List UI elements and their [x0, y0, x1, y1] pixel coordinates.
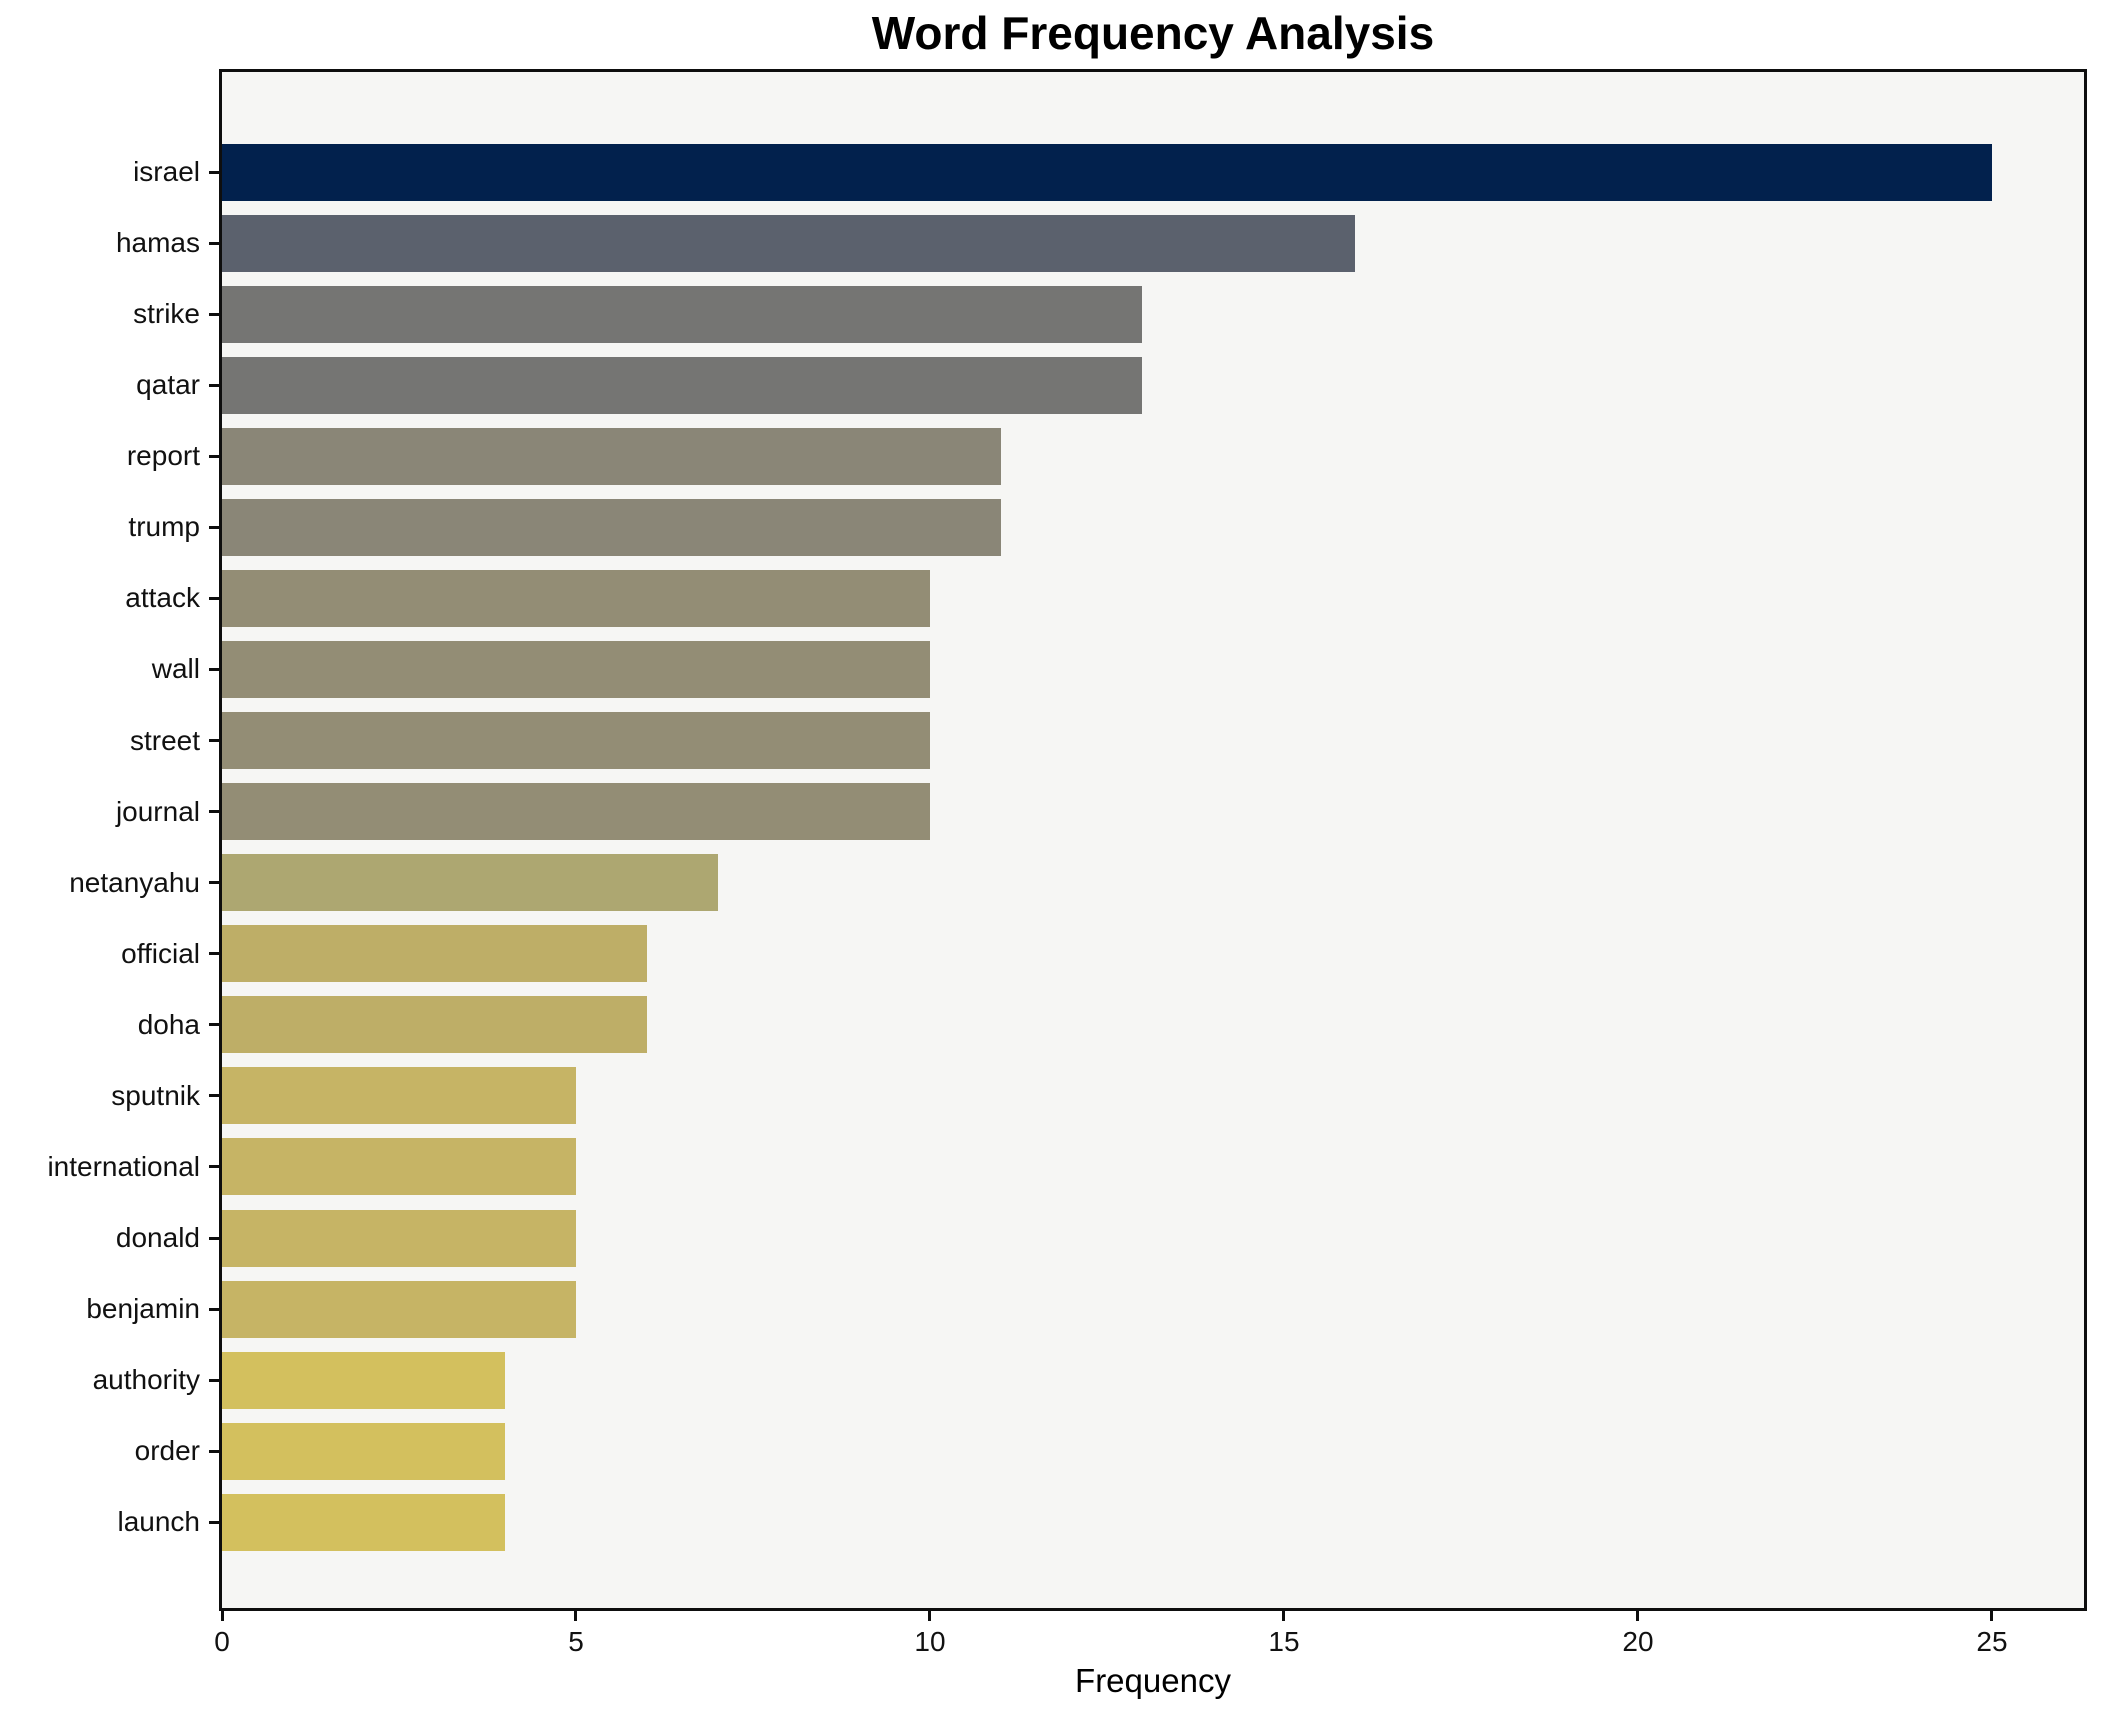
- ytick-mark-benjamin: [209, 1307, 222, 1311]
- bar-trump: [222, 498, 1001, 556]
- bar-order: [222, 1422, 506, 1480]
- ytick-label-netanyahu: netanyahu: [69, 866, 200, 898]
- bar-doha: [222, 996, 647, 1054]
- bar-strike: [222, 285, 1143, 343]
- plot-area: [219, 69, 2087, 1611]
- xtick-label-5: 5: [568, 1626, 584, 1657]
- ytick-mark-donald: [209, 1236, 222, 1240]
- x-axis-label: Frequency: [1075, 1662, 1231, 1699]
- bar-authority: [222, 1351, 506, 1409]
- ytick-mark-order: [209, 1449, 222, 1453]
- bar-wall: [222, 640, 930, 698]
- ytick-label-benjamin: benjamin: [86, 1293, 200, 1325]
- xtick-mark-15: [1282, 1608, 1286, 1621]
- ytick-label-israel: israel: [133, 156, 200, 187]
- xtick-label-10: 10: [914, 1626, 946, 1657]
- ytick-label-international: international: [47, 1150, 200, 1182]
- ytick-mark-street: [209, 739, 222, 743]
- xtick-mark-25: [1990, 1608, 1994, 1621]
- chart-title: Word Frequency Analysis: [871, 7, 1435, 59]
- ytick-label-donald: donald: [115, 1222, 200, 1254]
- ytick-mark-authority: [209, 1378, 222, 1382]
- ytick-mark-trump: [209, 525, 222, 529]
- bar-journal: [222, 783, 930, 841]
- ytick-label-wall: wall: [151, 653, 200, 685]
- bar-israel: [222, 143, 1992, 201]
- ytick-mark-hamas: [209, 241, 222, 245]
- bar-netanyahu: [222, 854, 718, 912]
- ytick-label-street: street: [129, 724, 200, 756]
- ytick-mark-wall: [209, 667, 222, 671]
- ytick-mark-netanyahu: [209, 881, 222, 885]
- bar-sputnik: [222, 1067, 576, 1125]
- xtick-label-25: 25: [1976, 1626, 2008, 1657]
- ytick-mark-doha: [209, 1023, 222, 1027]
- ytick-label-trump: trump: [128, 511, 200, 543]
- bar-international: [222, 1138, 576, 1196]
- ytick-mark-qatar: [209, 383, 222, 387]
- ytick-label-order: order: [134, 1435, 200, 1467]
- ytick-label-official: official: [121, 937, 200, 969]
- xtick-mark-5: [574, 1608, 578, 1621]
- ytick-label-attack: attack: [125, 582, 200, 614]
- ytick-label-launch: launch: [117, 1506, 200, 1538]
- xtick-label-0: 0: [214, 1626, 230, 1657]
- bar-qatar: [222, 356, 1143, 414]
- xtick-mark-20: [1636, 1608, 1640, 1621]
- ytick-label-doha: doha: [137, 1008, 200, 1040]
- ytick-mark-israel: [209, 170, 222, 174]
- ytick-mark-strike: [209, 312, 222, 316]
- ytick-mark-official: [209, 952, 222, 956]
- bar-attack: [222, 569, 930, 627]
- bar-launch: [222, 1493, 506, 1551]
- ytick-mark-launch: [209, 1520, 222, 1524]
- bar-donald: [222, 1209, 576, 1267]
- ytick-label-hamas: hamas: [115, 227, 200, 259]
- bar-report: [222, 427, 1001, 485]
- ytick-mark-report: [209, 454, 222, 458]
- xtick-mark-10: [928, 1608, 932, 1621]
- ytick-label-journal: journal: [115, 795, 200, 827]
- xtick-mark-0: [220, 1608, 224, 1621]
- ytick-label-qatar: qatar: [136, 369, 200, 401]
- bar-official: [222, 925, 647, 983]
- ytick-mark-journal: [209, 810, 222, 814]
- ytick-mark-international: [209, 1165, 222, 1169]
- ytick-label-authority: authority: [92, 1364, 200, 1396]
- bar-hamas: [222, 214, 1355, 272]
- xtick-label-15: 15: [1268, 1626, 1300, 1657]
- ytick-label-strike: strike: [133, 298, 200, 330]
- ytick-label-sputnik: sputnik: [111, 1079, 200, 1111]
- ytick-mark-attack: [209, 596, 222, 600]
- bar-street: [222, 712, 930, 770]
- ytick-mark-sputnik: [209, 1094, 222, 1098]
- ytick-label-report: report: [126, 440, 200, 472]
- xtick-label-20: 20: [1622, 1626, 1654, 1657]
- bar-benjamin: [222, 1280, 576, 1338]
